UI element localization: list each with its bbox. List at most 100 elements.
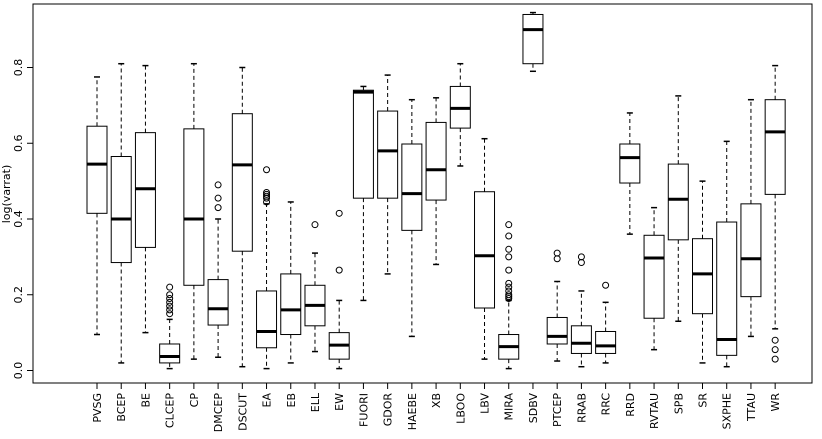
iqr-box	[619, 143, 641, 184]
outlier-point	[263, 190, 271, 198]
x-tick-label: CP	[188, 393, 201, 408]
iqr-box	[159, 343, 181, 364]
y-tick-label: 0.0	[12, 362, 25, 380]
x-tick-label: SXPHE	[721, 393, 734, 429]
outlier-point	[505, 253, 513, 261]
box-SPB	[667, 95, 689, 323]
iqr-box	[667, 163, 689, 241]
iqr-box	[256, 290, 278, 349]
x-tick-label: MIRA	[503, 393, 516, 421]
box-RRD	[619, 112, 641, 235]
box-SDBV	[522, 11, 544, 73]
x-tick-label: RRAB	[575, 393, 588, 423]
iqr-box	[401, 143, 423, 231]
boxes	[86, 11, 786, 370]
iqr-box	[377, 110, 399, 199]
outlier-point	[771, 346, 779, 354]
x-tick-label: ELL	[309, 392, 322, 412]
outlier-point	[263, 188, 271, 196]
outlier-point	[505, 295, 513, 303]
iqr-box	[740, 203, 762, 298]
y-tick-label: 0.2	[12, 286, 25, 304]
iqr-box	[546, 316, 568, 345]
iqr-box	[474, 191, 496, 309]
outlier-point	[505, 291, 513, 299]
iqr-box	[352, 89, 374, 199]
outlier-point	[166, 306, 174, 314]
y-tick-label: 0.6	[12, 135, 25, 153]
x-tick-label: FUORI	[357, 393, 370, 427]
iqr-box	[110, 156, 132, 264]
iqr-box	[231, 113, 253, 252]
outlier-point	[214, 204, 222, 212]
box-RRAB	[570, 253, 592, 368]
iqr-box	[183, 128, 205, 286]
iqr-box	[86, 125, 108, 214]
outlier-point	[505, 283, 513, 291]
box-SR	[692, 180, 713, 364]
outlier-point	[166, 310, 174, 318]
outlier-point	[505, 221, 513, 229]
box-EA	[256, 166, 278, 370]
box-PTCEP	[546, 249, 568, 362]
box-RVTAU	[643, 206, 665, 351]
x-tick-label: DMCEP	[212, 393, 225, 433]
box-BE	[134, 64, 156, 334]
outlier-point	[577, 253, 585, 261]
box-GDOR	[377, 74, 399, 275]
outlier-point	[166, 298, 174, 306]
x-tick-label: LBV	[479, 393, 492, 414]
iqr-box	[280, 273, 302, 336]
y-axis-label: log(varrat)	[0, 165, 13, 224]
x-tick-label: PVSG	[91, 393, 104, 423]
box-WR	[764, 64, 786, 363]
outlier-point	[553, 249, 561, 257]
x-tick-label: BCEP	[115, 393, 128, 422]
y-tick-label: 0.8	[12, 59, 25, 77]
x-tick-label: XB	[430, 393, 443, 408]
x-tick-label: BE	[139, 393, 152, 408]
y-axis: 0.0 0.2 0.4 0.6 0.8	[12, 59, 34, 380]
box-CP	[183, 62, 205, 360]
outlier-point	[311, 221, 319, 229]
iqr-box	[522, 13, 544, 65]
iqr-box	[570, 325, 592, 354]
x-tick-label: DSCUT	[236, 393, 249, 431]
x-tick-label: RRD	[624, 393, 637, 417]
box-DSCUT	[231, 66, 253, 368]
box-BCEP	[110, 62, 132, 364]
outlier-point	[505, 266, 513, 274]
outlier-point	[602, 281, 610, 289]
outlier-point	[166, 302, 174, 310]
box-LBOO	[449, 62, 471, 167]
x-tick-label: SPB	[672, 393, 685, 414]
outlier-point	[166, 291, 174, 299]
outlier-point	[577, 259, 585, 267]
x-tick-label: GDOR	[382, 393, 395, 427]
x-tick-label: EA	[261, 393, 274, 408]
box-RRC	[595, 281, 617, 364]
x-tick-label: EB	[285, 393, 298, 408]
iqr-box	[425, 121, 447, 201]
outlier-point	[166, 283, 174, 291]
x-tick-label: TTAU	[745, 393, 758, 422]
x-tick-label: SR	[697, 393, 710, 408]
x-tick-label: CLCEP	[164, 393, 177, 428]
x-tick-label: RRC	[600, 393, 613, 416]
box-SXPHE	[716, 140, 738, 368]
x-axis: PVSG BCEP BE CLCEP CP DMCEP DSCUT EA EB ELL EW FUOR…	[91, 382, 782, 433]
x-tick-label: WR	[769, 393, 782, 412]
iqr-box	[764, 99, 786, 195]
iqr-box	[595, 330, 617, 354]
outlier-point	[505, 245, 513, 253]
outlier-point	[505, 232, 513, 240]
outlier-point	[335, 266, 343, 274]
outlier-point	[263, 192, 271, 200]
outlier-point	[335, 209, 343, 217]
outlier-point	[771, 355, 779, 363]
outlier-point	[505, 287, 513, 295]
x-tick-label: LBOO	[454, 393, 467, 424]
outlier-point	[214, 194, 222, 202]
box-MIRA	[498, 221, 520, 370]
box-PVSG	[86, 76, 108, 336]
